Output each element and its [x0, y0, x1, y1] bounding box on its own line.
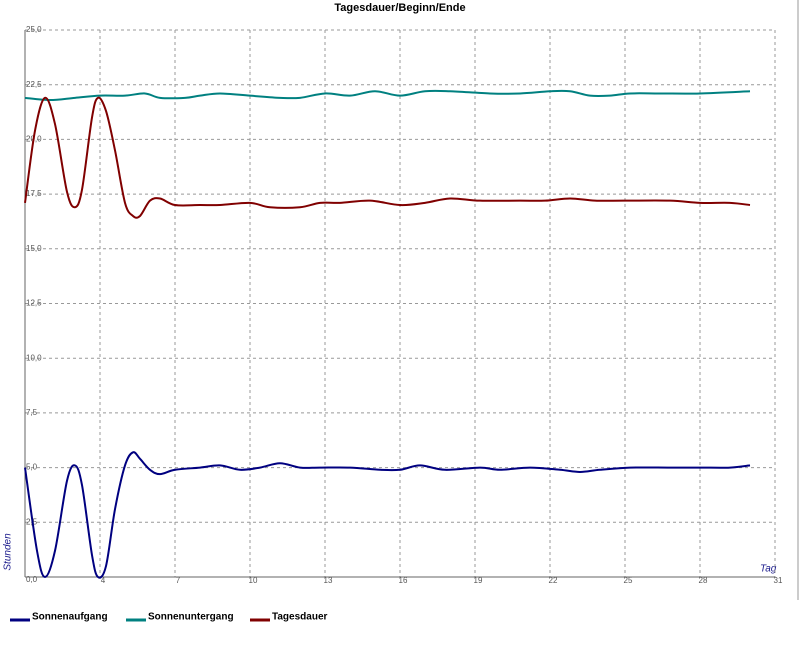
legend-label: Sonnenaufgang: [32, 612, 108, 623]
plot-area: 0,02,55,07,510,012,515,017,520,022,525,0…: [24, 25, 783, 585]
x-tick-label: 25: [624, 576, 633, 585]
chart-title: Tagesdauer/Beginn/Ende: [334, 2, 465, 14]
y-tick-label: 5,0: [26, 463, 38, 472]
x-tick-label: 10: [249, 576, 258, 585]
x-tick-label: 28: [699, 576, 708, 585]
x-tick-label: 22: [549, 576, 558, 585]
series-line: [24, 451, 751, 579]
y-tick-label: 15,0: [26, 244, 42, 253]
y-tick-label: 22,5: [26, 80, 42, 89]
x-tick-label: 4: [101, 576, 106, 585]
series-line: [24, 89, 751, 102]
series-line: [24, 96, 751, 219]
y-tick-label: 7,5: [26, 408, 38, 417]
y-axis-label: Stunden: [3, 533, 14, 571]
x-tick-label: 16: [399, 576, 408, 585]
legend-label: Tagesdauer: [272, 612, 327, 623]
y-tick-label: 0,0: [26, 575, 38, 584]
x-tick-label: 31: [774, 576, 783, 585]
x-tick-label: 13: [324, 576, 333, 585]
x-axis-label: Tag: [760, 564, 777, 575]
x-tick-label: 19: [474, 576, 483, 585]
legend: Sonnenaufgang Sonnenuntergang Tagesdauer: [10, 612, 327, 623]
y-tick-label: 25,0: [26, 25, 42, 34]
y-tick-label: 17,5: [26, 189, 42, 198]
y-tick-label: 10,0: [26, 353, 42, 362]
legend-label: Sonnenuntergang: [148, 612, 234, 623]
y-tick-label: 12,5: [26, 299, 42, 308]
x-tick-label: 7: [176, 576, 181, 585]
